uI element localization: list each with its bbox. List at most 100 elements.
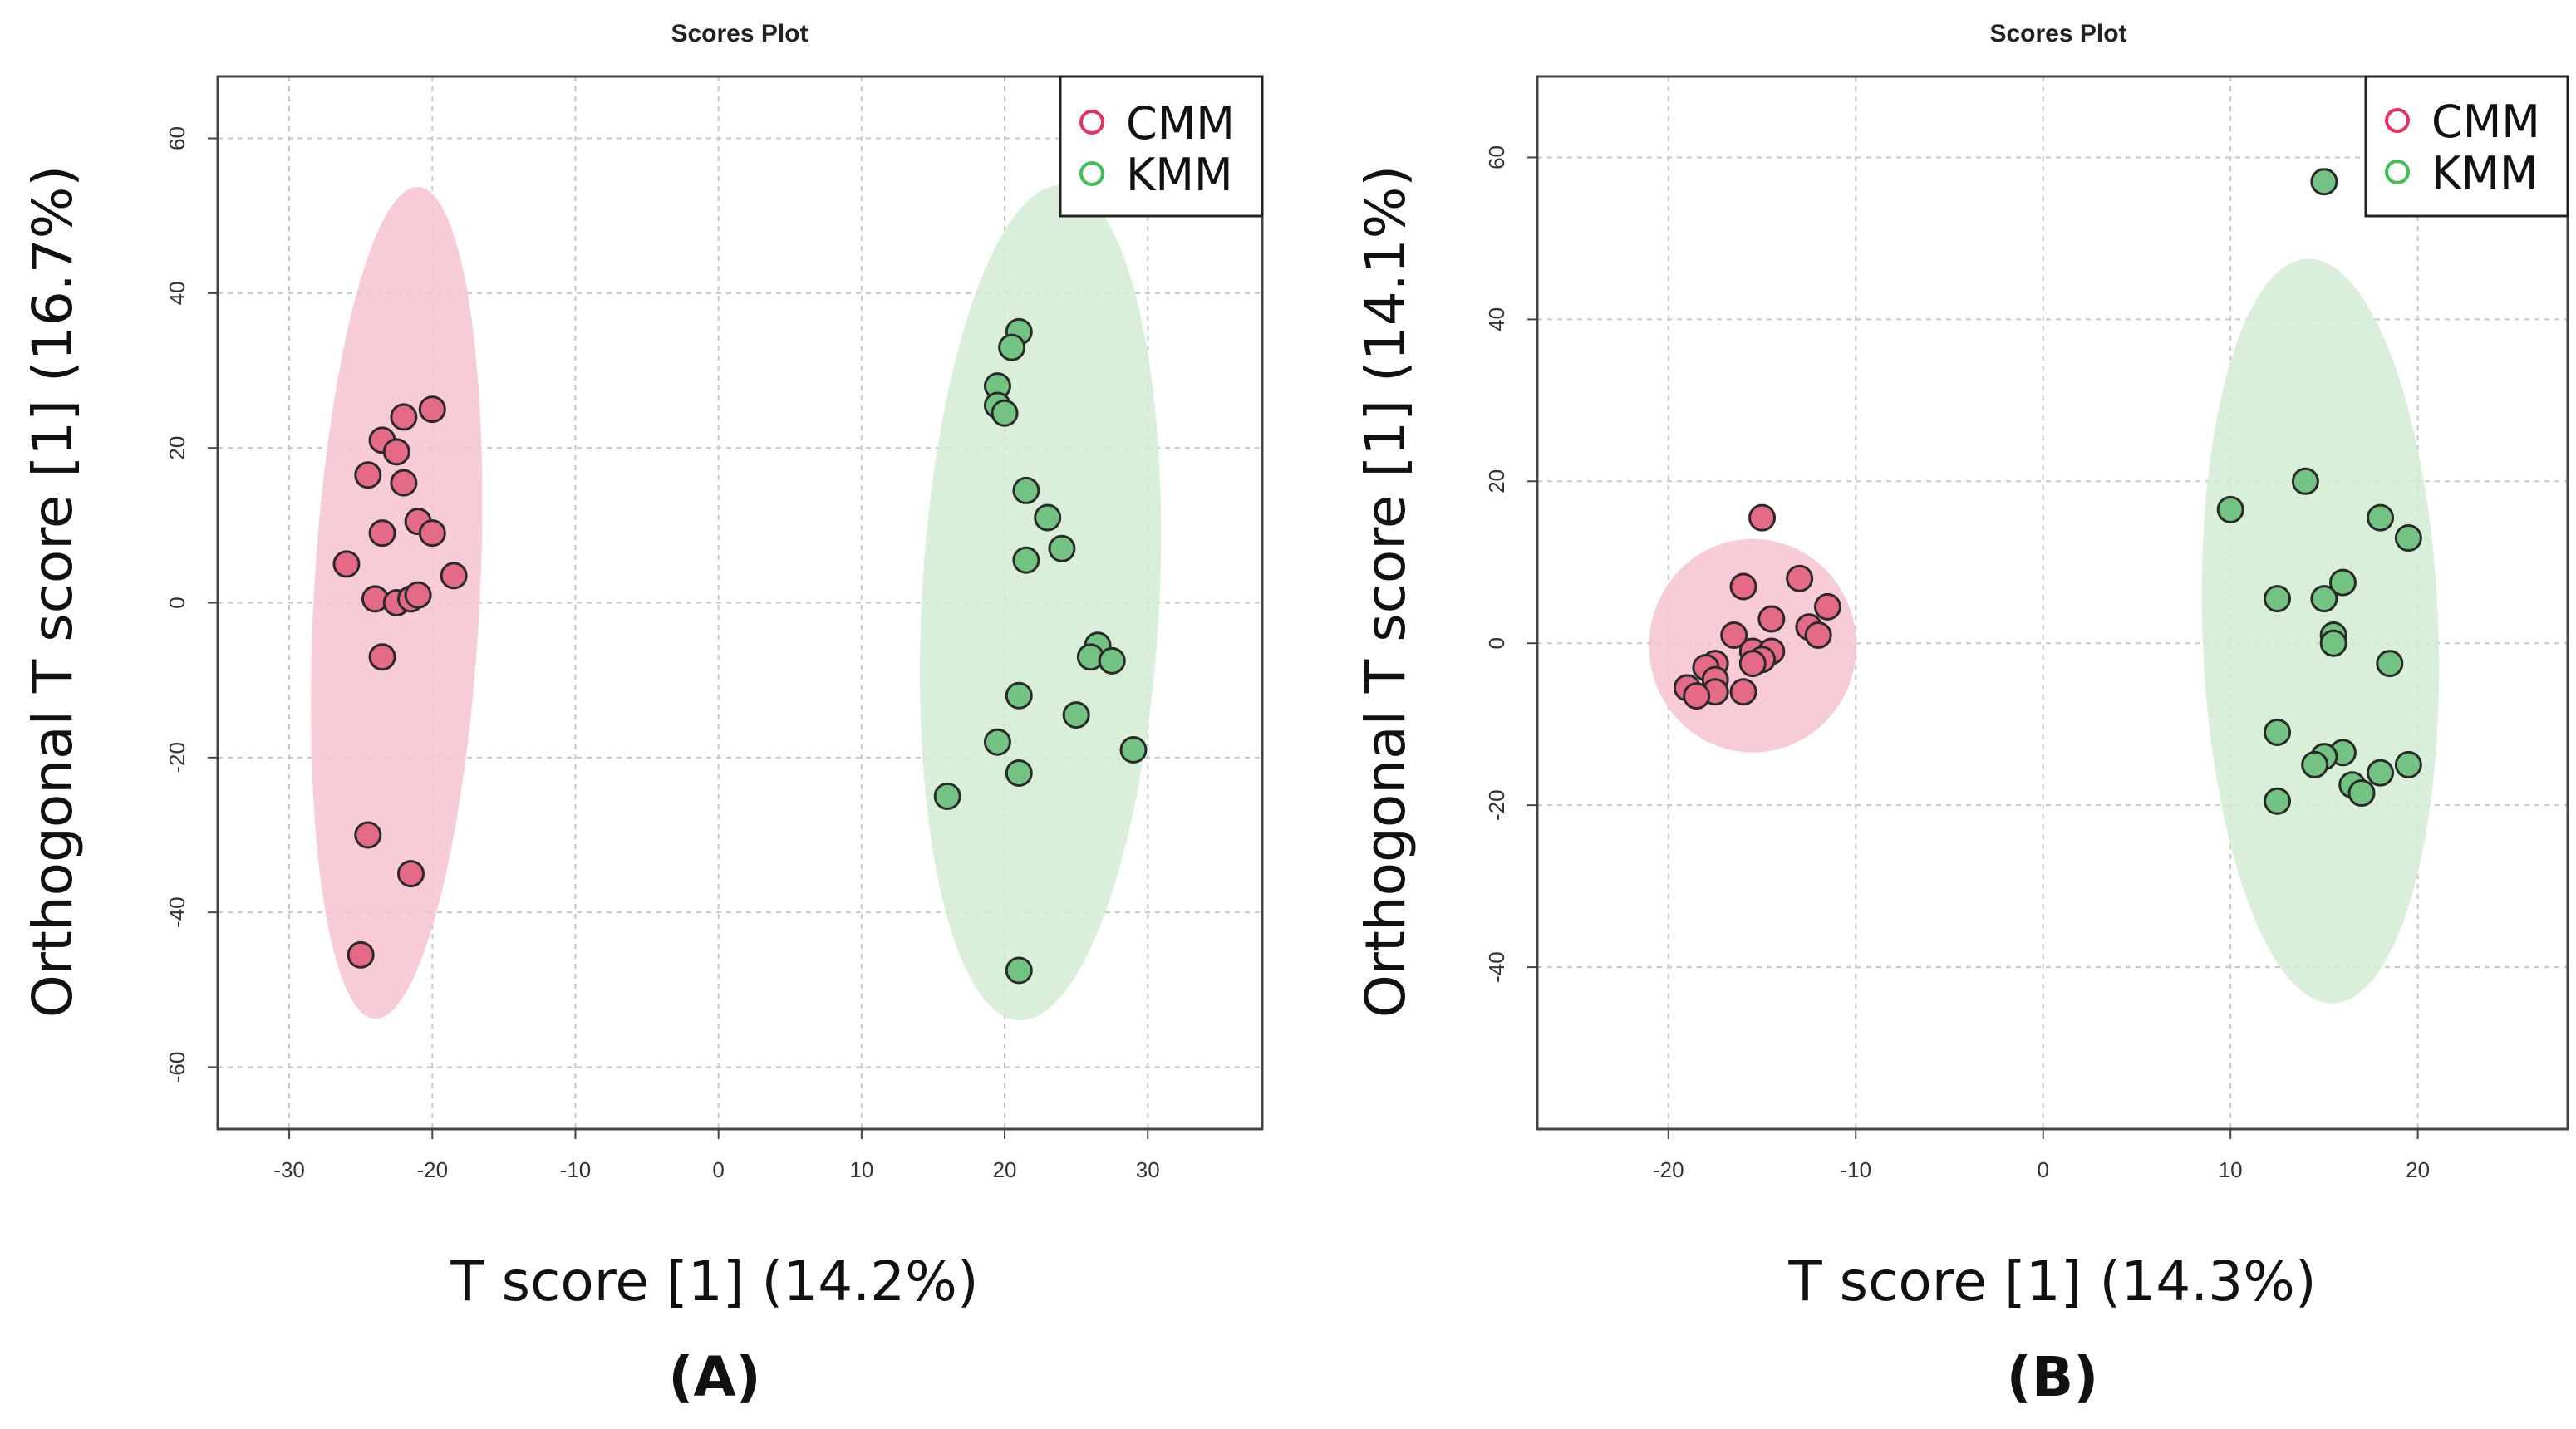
data-point-cmm-b bbox=[1757, 605, 1786, 633]
data-point-kmm-a bbox=[1005, 759, 1033, 787]
plot-title-a: Scores Plot bbox=[671, 20, 808, 47]
data-point-kmm-a bbox=[933, 782, 961, 810]
data-point-cmm-a bbox=[332, 550, 361, 578]
data-point-cmm-a bbox=[368, 519, 396, 548]
y-tick-label-b: 60 bbox=[1484, 145, 1509, 169]
figure-panel-a: Scores Plot -30 -20 -10 0 10 20 30 60 40 20 0 -20-… bbox=[0, 0, 1280, 1429]
data-point-cmm-a bbox=[418, 519, 446, 548]
data-point-kmm-a bbox=[1119, 736, 1148, 764]
data-point-kmm-a bbox=[1048, 534, 1076, 562]
data-point-cmm-a bbox=[390, 403, 418, 431]
x-tick-label-b: -10 bbox=[1840, 1157, 1871, 1182]
data-point-kmm-b bbox=[2394, 524, 2422, 552]
data-point-cmm-b bbox=[1738, 650, 1767, 678]
data-point-cmm-a bbox=[347, 940, 375, 969]
y-ticks-b: 60 40 20 0 -20 -40 bbox=[1484, 145, 1537, 983]
x-tick-label-a: 0 bbox=[712, 1157, 724, 1182]
y-ticks-a: 60 40 20 0 -20 -40 -60 bbox=[165, 126, 218, 1083]
x-tick-label-b: 10 bbox=[2219, 1157, 2243, 1182]
data-point-cmm-b bbox=[1683, 682, 1711, 710]
x-axis-label-a: T score [1] (14.2%) bbox=[450, 1250, 978, 1314]
data-point-kmm-b bbox=[2301, 750, 2329, 778]
scores-plot-b: Scores Plot -20 -10 0 10 20 60 40 20 0 -20 -40 Or… bbox=[1354, 20, 2569, 1409]
data-point-kmm-a bbox=[1005, 681, 1033, 710]
data-point-kmm-a bbox=[1062, 701, 1090, 729]
legend-marker-kmm-b bbox=[2385, 160, 2410, 184]
points-b bbox=[1673, 168, 2422, 815]
x-tick-label-a: -20 bbox=[416, 1157, 448, 1182]
legend-box-a bbox=[1059, 75, 1264, 218]
y-tick-label-a: -60 bbox=[165, 1052, 189, 1083]
data-point-cmm-a bbox=[382, 438, 410, 466]
x-tick-label-b: -20 bbox=[1653, 1157, 1684, 1182]
data-point-cmm-a bbox=[396, 860, 425, 888]
data-point-kmm-b bbox=[2376, 650, 2404, 678]
data-point-cmm-b bbox=[1729, 678, 1757, 706]
data-point-kmm-b bbox=[2367, 503, 2395, 532]
data-point-kmm-a bbox=[1098, 646, 1126, 675]
data-point-cmm-b bbox=[1804, 621, 1832, 649]
points-a bbox=[332, 317, 1148, 985]
x-ticks-a: -30 -20 -10 0 10 20 30 bbox=[273, 1129, 1160, 1182]
y-axis-label-a: Orthogonal T score [1] (16.7%) bbox=[21, 165, 85, 1018]
data-point-cmm-a bbox=[390, 469, 418, 497]
data-point-kmm-a bbox=[998, 333, 1026, 361]
data-point-kmm-b bbox=[2310, 168, 2338, 196]
data-point-cmm-a bbox=[354, 821, 382, 849]
data-point-kmm-b bbox=[2264, 718, 2292, 746]
y-tick-label-b: 40 bbox=[1484, 307, 1509, 331]
y-tick-label-b: 20 bbox=[1484, 469, 1509, 494]
data-point-kmm-b bbox=[2367, 759, 2395, 787]
data-point-kmm-a bbox=[1012, 546, 1040, 574]
y-tick-label-a: 20 bbox=[165, 436, 189, 460]
data-point-kmm-b bbox=[2216, 495, 2244, 523]
confidence-ellipse-kmm-b bbox=[2201, 258, 2440, 1004]
data-point-cmm-b bbox=[1729, 572, 1757, 601]
data-point-kmm-b bbox=[2291, 467, 2319, 495]
data-point-kmm-a bbox=[983, 728, 1011, 756]
data-point-kmm-b bbox=[2394, 750, 2422, 778]
data-point-cmm-a bbox=[440, 562, 468, 590]
x-axis-label-b: T score [1] (14.3%) bbox=[1787, 1250, 2316, 1314]
data-point-cmm-b bbox=[1748, 503, 1777, 532]
data-point-cmm-a bbox=[368, 643, 396, 671]
x-tick-label-a: 10 bbox=[849, 1157, 873, 1182]
data-point-cmm-a bbox=[418, 395, 446, 424]
data-point-kmm-b bbox=[2264, 787, 2292, 815]
legend-a: CMM KMM bbox=[1059, 75, 1264, 218]
x-tick-label-a: -30 bbox=[273, 1157, 305, 1182]
data-point-cmm-b bbox=[1720, 621, 1748, 649]
legend-label-kmm-a: KMM bbox=[1126, 149, 1233, 201]
y-tick-label-a: 40 bbox=[165, 281, 189, 305]
legend-marker-cmm-b bbox=[2385, 108, 2410, 133]
y-tick-label-a: -20 bbox=[165, 742, 189, 773]
panel-label-b: (B) bbox=[2007, 1345, 2099, 1409]
data-point-cmm-a bbox=[404, 581, 432, 609]
x-tick-label-a: 30 bbox=[1136, 1157, 1160, 1182]
legend-label-kmm-b: KMM bbox=[2431, 147, 2539, 199]
panel-label-a: (A) bbox=[668, 1345, 760, 1409]
data-point-kmm-b bbox=[2264, 585, 2292, 613]
legend-box-b bbox=[2364, 75, 2569, 218]
scores-plot-a: Scores Plot -30 -20 -10 0 10 20 30 6040200-20-… bbox=[21, 20, 1264, 1409]
figure-panel-b: Scores Plot -20 -10 0 10 20 60 40 20 0 -20 -40 Or… bbox=[1321, 0, 2576, 1429]
data-point-kmm-b bbox=[2319, 629, 2347, 657]
y-tick-label-a: -40 bbox=[165, 896, 189, 928]
data-point-cmm-b bbox=[1813, 592, 1841, 621]
x-tick-label-a: -10 bbox=[560, 1157, 592, 1182]
data-point-cmm-b bbox=[1786, 564, 1814, 592]
y-tick-label-a: 60 bbox=[165, 126, 189, 150]
legend-label-cmm-b: CMM bbox=[2431, 96, 2540, 148]
data-point-kmm-a bbox=[991, 399, 1019, 427]
data-point-kmm-b bbox=[2310, 585, 2338, 613]
legend-marker-kmm-a bbox=[1079, 161, 1104, 186]
data-point-kmm-b bbox=[2347, 779, 2376, 808]
y-tick-label-a: 0 bbox=[165, 597, 189, 608]
y-tick-label-b: -40 bbox=[1484, 951, 1509, 983]
data-point-kmm-a bbox=[1034, 503, 1062, 532]
legend-b: CMM KMM bbox=[2364, 75, 2569, 218]
plot-title-b: Scores Plot bbox=[1989, 20, 2126, 47]
y-axis-label-b: Orthogonal T score [1] (14.1%) bbox=[1354, 165, 1418, 1018]
legend-label-cmm-a: CMM bbox=[1126, 97, 1235, 150]
x-tick-label-a: 20 bbox=[993, 1157, 1017, 1182]
